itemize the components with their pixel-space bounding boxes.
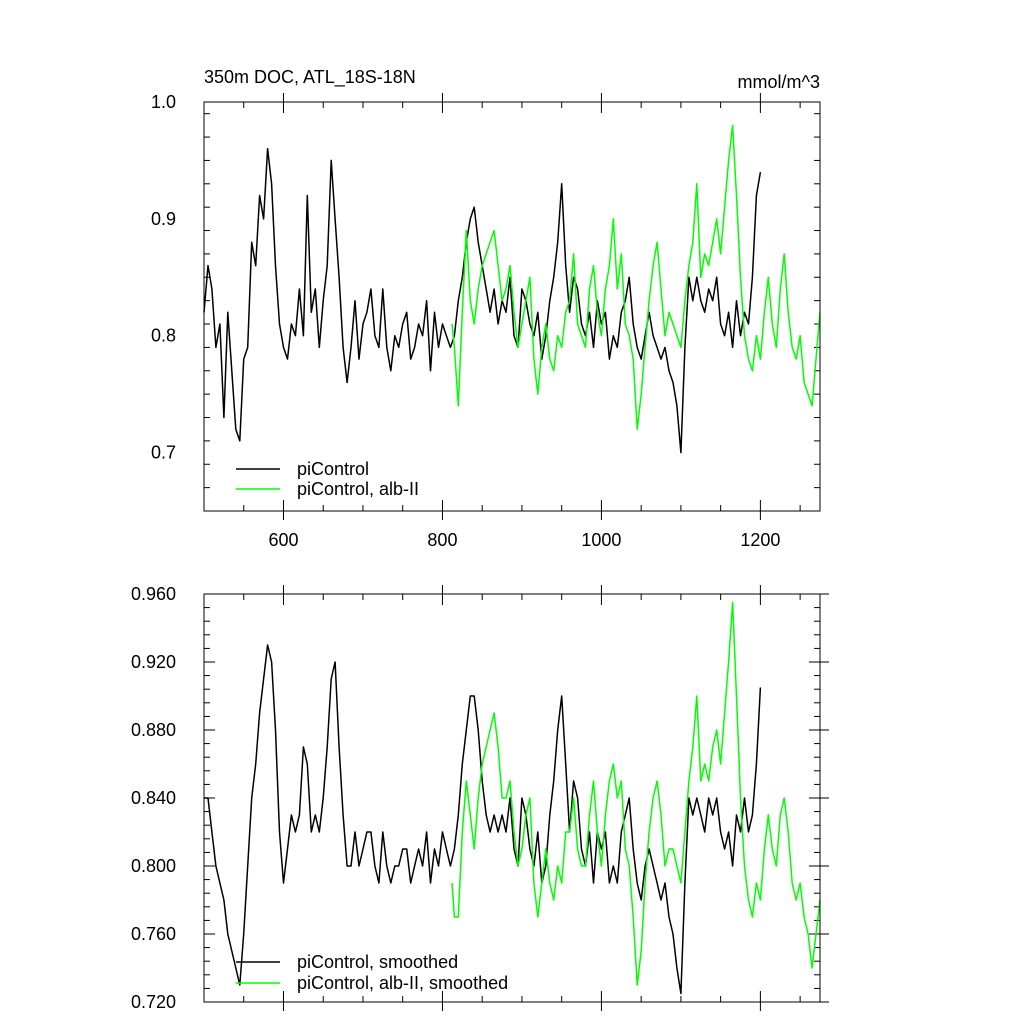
y-tick-label: 0.8 bbox=[151, 326, 176, 346]
legend-label-0: piControl bbox=[297, 459, 369, 479]
y-tick-label: 0.720 bbox=[131, 992, 176, 1012]
y-tick-label: 0.840 bbox=[131, 788, 176, 808]
x-tick-label: 1200 bbox=[740, 530, 780, 550]
legend-label-3: piControl, alb-II, smoothed bbox=[297, 973, 508, 993]
x-tick-label: 800 bbox=[427, 530, 457, 550]
units-label: mmol/m^3 bbox=[738, 72, 820, 92]
bottom-panel-frame bbox=[203, 593, 821, 1003]
bottom-panel-series bbox=[204, 601, 821, 995]
y-tick-label: 0.7 bbox=[151, 443, 176, 463]
x-tick-label: 600 bbox=[268, 530, 298, 550]
y-tick-label: 0.760 bbox=[131, 924, 176, 944]
series-line-0 bbox=[203, 147, 762, 454]
top-panel-ticks bbox=[203, 93, 820, 520]
chart-title: 350m DOC, ATL_18S-18N bbox=[204, 67, 416, 88]
series-line-1 bbox=[451, 124, 821, 430]
y-tick-label: 0.800 bbox=[131, 856, 176, 876]
series-line-1 bbox=[451, 601, 821, 986]
top-panel-tick-labels: 600 800 1000 1200 0.7 0.8 0.9 1.0 bbox=[151, 92, 780, 550]
x-tick-label: 1000 bbox=[581, 530, 621, 550]
top-panel: 350m DOC, ATL_18S-18N mmol/m^3 600 800 100… bbox=[151, 67, 821, 550]
y-tick-label: 0.960 bbox=[131, 584, 176, 604]
y-tick-label: 0.920 bbox=[131, 652, 176, 672]
top-panel-series bbox=[203, 124, 821, 454]
series-line-0 bbox=[204, 644, 762, 995]
legend-label-1: piControl, alb-II bbox=[297, 479, 419, 499]
bottom-panel-ticks bbox=[203, 585, 829, 1011]
bottom-panel-legend: piControl, smoothed piControl, alb-II, s… bbox=[236, 952, 508, 993]
y-tick-label: 1.0 bbox=[151, 92, 176, 112]
bottom-panel-tick-labels: 0.720 0.760 0.800 0.840 0.880 0.920 0.960 bbox=[131, 584, 176, 1012]
legend-label-2: piControl, smoothed bbox=[297, 952, 458, 972]
top-panel-legend: piControl piControl, alb-II bbox=[236, 459, 419, 499]
y-tick-label: 0.880 bbox=[131, 720, 176, 740]
top-panel-frame bbox=[203, 101, 821, 512]
bottom-panel: 0.720 0.760 0.800 0.840 0.880 0.920 0.960 piCo… bbox=[131, 584, 829, 1012]
y-tick-label: 0.9 bbox=[151, 209, 176, 229]
